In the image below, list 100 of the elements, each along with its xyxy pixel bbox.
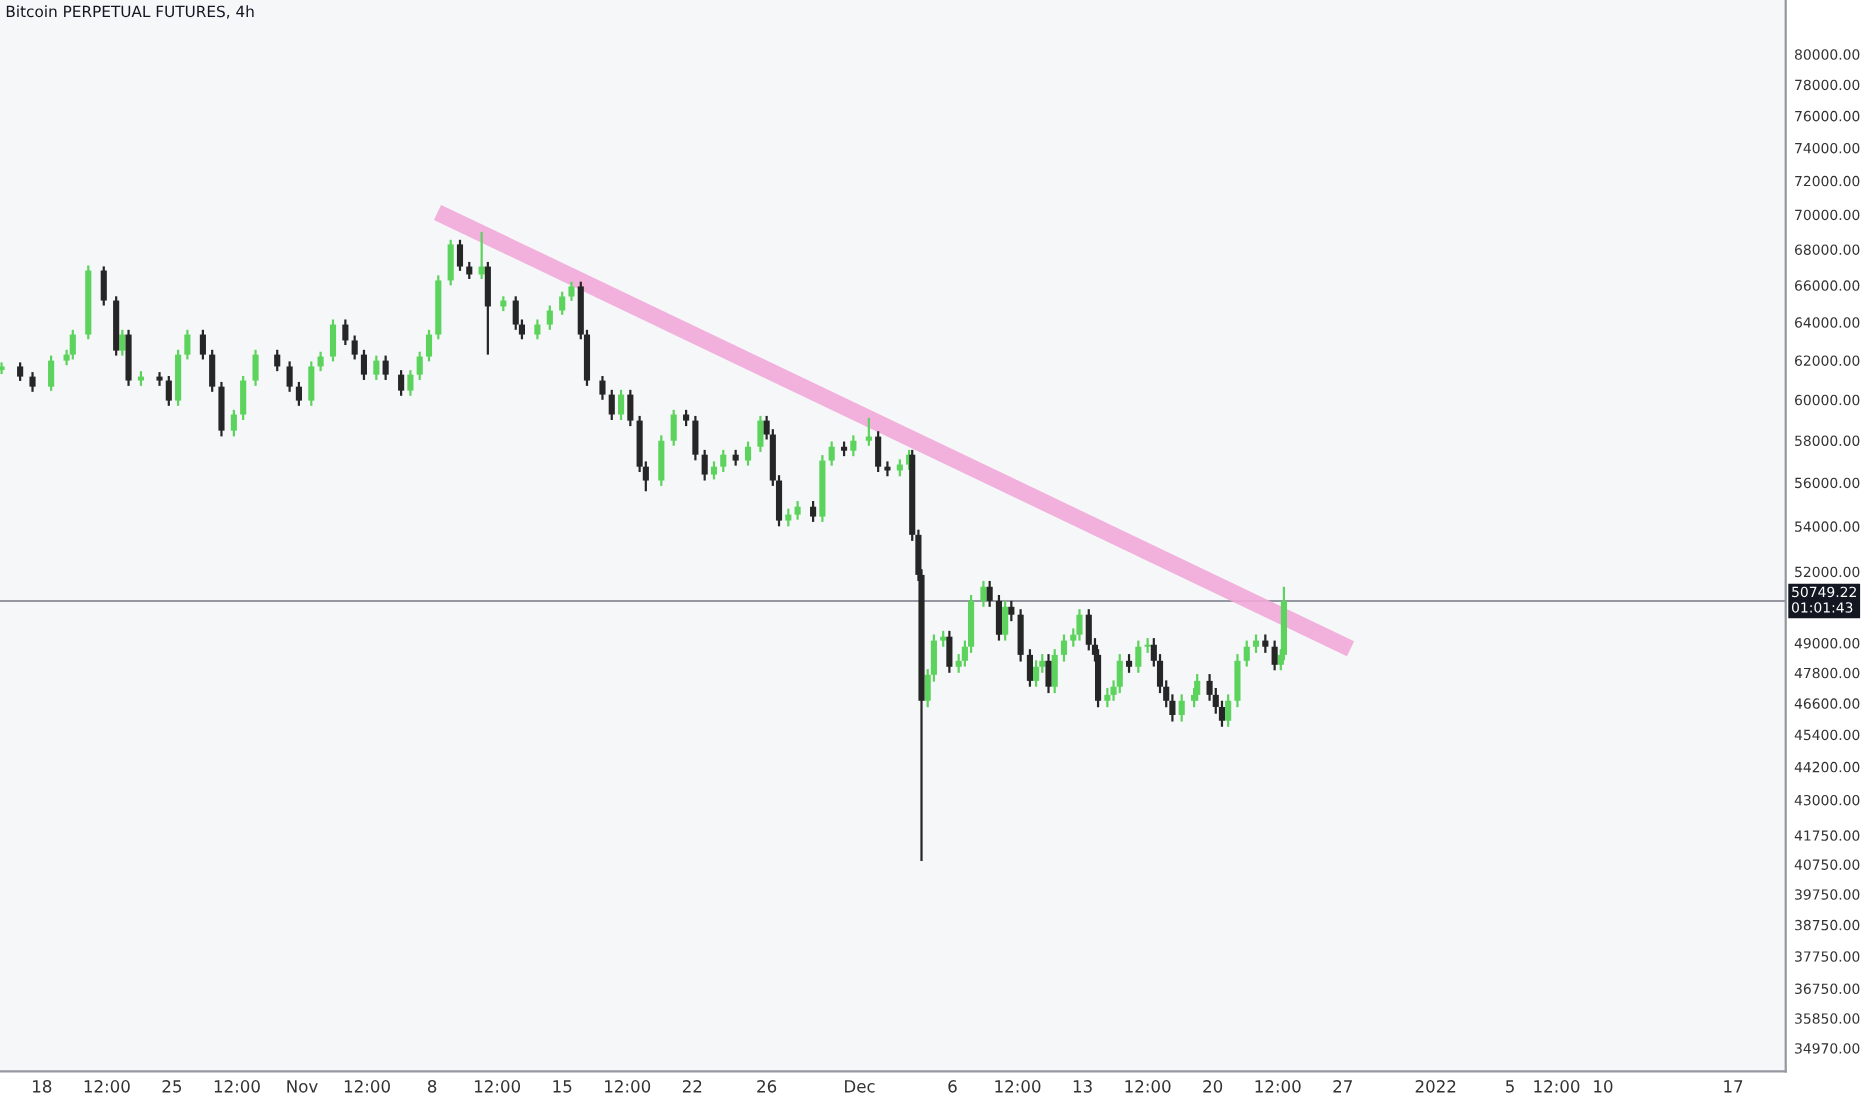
candlestick <box>794 499 801 521</box>
candlestick <box>1008 599 1015 623</box>
candlestick <box>692 414 699 462</box>
x-tick-label: 20 <box>1203 1080 1223 1093</box>
x-tick-label: 22 <box>682 1080 702 1093</box>
candlestick <box>484 260 491 356</box>
x-tick-label: 12:00 <box>1125 1080 1171 1093</box>
candlestick <box>1271 639 1278 672</box>
candlestick <box>701 448 708 482</box>
candlestick <box>534 318 541 341</box>
candlestick <box>850 434 857 458</box>
candlestick <box>199 328 206 361</box>
candlestick <box>425 328 433 363</box>
x-tick-label: 17 <box>1724 1080 1743 1093</box>
candlestick <box>407 369 414 397</box>
candlestick <box>658 434 665 487</box>
candlestick <box>1262 633 1269 654</box>
x-tick-label: Nov <box>287 1080 318 1093</box>
candlestick <box>1116 653 1123 695</box>
candlestick <box>373 354 380 382</box>
candlestick <box>617 388 625 422</box>
x-tick-label: 12:00 <box>605 1080 651 1093</box>
x-tick-label: 13 <box>1073 1080 1092 1093</box>
candlestick <box>995 593 1003 642</box>
candlestick <box>1243 639 1250 668</box>
x-tick-label: 8 <box>427 1080 437 1093</box>
candlestick <box>308 360 315 407</box>
x-tick-label: 12:00 <box>995 1080 1041 1093</box>
x-tick-label: 12:00 <box>1255 1080 1301 1093</box>
x-tick-label: 6 <box>948 1080 957 1093</box>
x-tick-label: 25 <box>162 1080 182 1093</box>
candlestick <box>447 238 454 287</box>
candlestick <box>568 280 575 303</box>
candlestick <box>1252 633 1260 654</box>
candlestick <box>828 440 835 467</box>
candlestick <box>875 430 882 474</box>
candlestick <box>744 440 752 467</box>
x-tick-label: 15 <box>553 1080 572 1093</box>
candlestick <box>1060 633 1068 663</box>
candlestick <box>295 380 302 407</box>
x-tick-label: 12:00 <box>84 1080 130 1093</box>
candlestick <box>286 360 293 393</box>
candlestick <box>865 416 872 447</box>
candlestick <box>986 579 993 608</box>
candlestick <box>416 350 423 382</box>
candlestick <box>710 460 718 481</box>
x-tick-label: 26 <box>757 1080 777 1093</box>
x-tick-label: 10 <box>1594 1080 1613 1093</box>
candlestick <box>351 334 358 361</box>
candlestick <box>119 328 126 357</box>
candlestick <box>1045 653 1052 695</box>
candlestick <box>209 348 216 393</box>
candlestick <box>884 460 891 478</box>
candlestick <box>1051 648 1058 695</box>
candlestick <box>17 361 24 383</box>
candlestick <box>218 380 225 438</box>
candlestick <box>1234 653 1241 709</box>
candlestick <box>670 408 677 447</box>
candlestick <box>100 265 107 307</box>
candlestick <box>627 388 634 428</box>
candlestick <box>1178 693 1185 723</box>
candlestick <box>252 348 259 387</box>
candlestick <box>165 374 172 407</box>
x-tick-label: 2022 <box>1415 1080 1456 1093</box>
x-tick-label: 12:00 <box>344 1080 390 1093</box>
x-tick-label: 12:00 <box>214 1080 260 1093</box>
candlestick <box>48 354 55 392</box>
candlestick <box>0 361 5 376</box>
candlestick <box>240 374 247 422</box>
candlestick <box>382 354 389 382</box>
candlestick <box>1104 686 1111 709</box>
candlestick <box>274 348 281 373</box>
candlestick <box>184 328 191 361</box>
x-tick-label: 12:00 <box>474 1080 521 1093</box>
candlestick <box>29 370 36 393</box>
candlestick <box>360 348 368 382</box>
candlestick <box>1026 648 1033 688</box>
candlestick <box>1076 608 1083 642</box>
candlestick <box>546 304 553 331</box>
candlestick <box>456 238 464 272</box>
x-tick-label: 5 <box>1506 1080 1514 1093</box>
candlestick <box>156 370 163 387</box>
candlestick <box>1125 653 1133 674</box>
candlestick <box>810 499 817 524</box>
candlestick <box>329 318 337 363</box>
candlestick <box>946 629 953 674</box>
candlestick <box>599 374 606 401</box>
x-tick-label: 18 <box>33 1080 52 1093</box>
candlestick <box>175 348 182 407</box>
candlestick <box>720 448 727 474</box>
candlestick <box>1225 693 1232 728</box>
x-tick-label: Dec <box>845 1080 875 1093</box>
x-tick-label: 12:00 <box>1534 1080 1580 1093</box>
candlestick <box>608 388 615 422</box>
candlestick <box>398 369 405 397</box>
candlestick <box>125 328 132 387</box>
candlestick <box>1033 659 1040 688</box>
candlestick <box>1135 639 1142 674</box>
candlestick <box>1194 672 1201 702</box>
candlestick <box>69 328 76 361</box>
